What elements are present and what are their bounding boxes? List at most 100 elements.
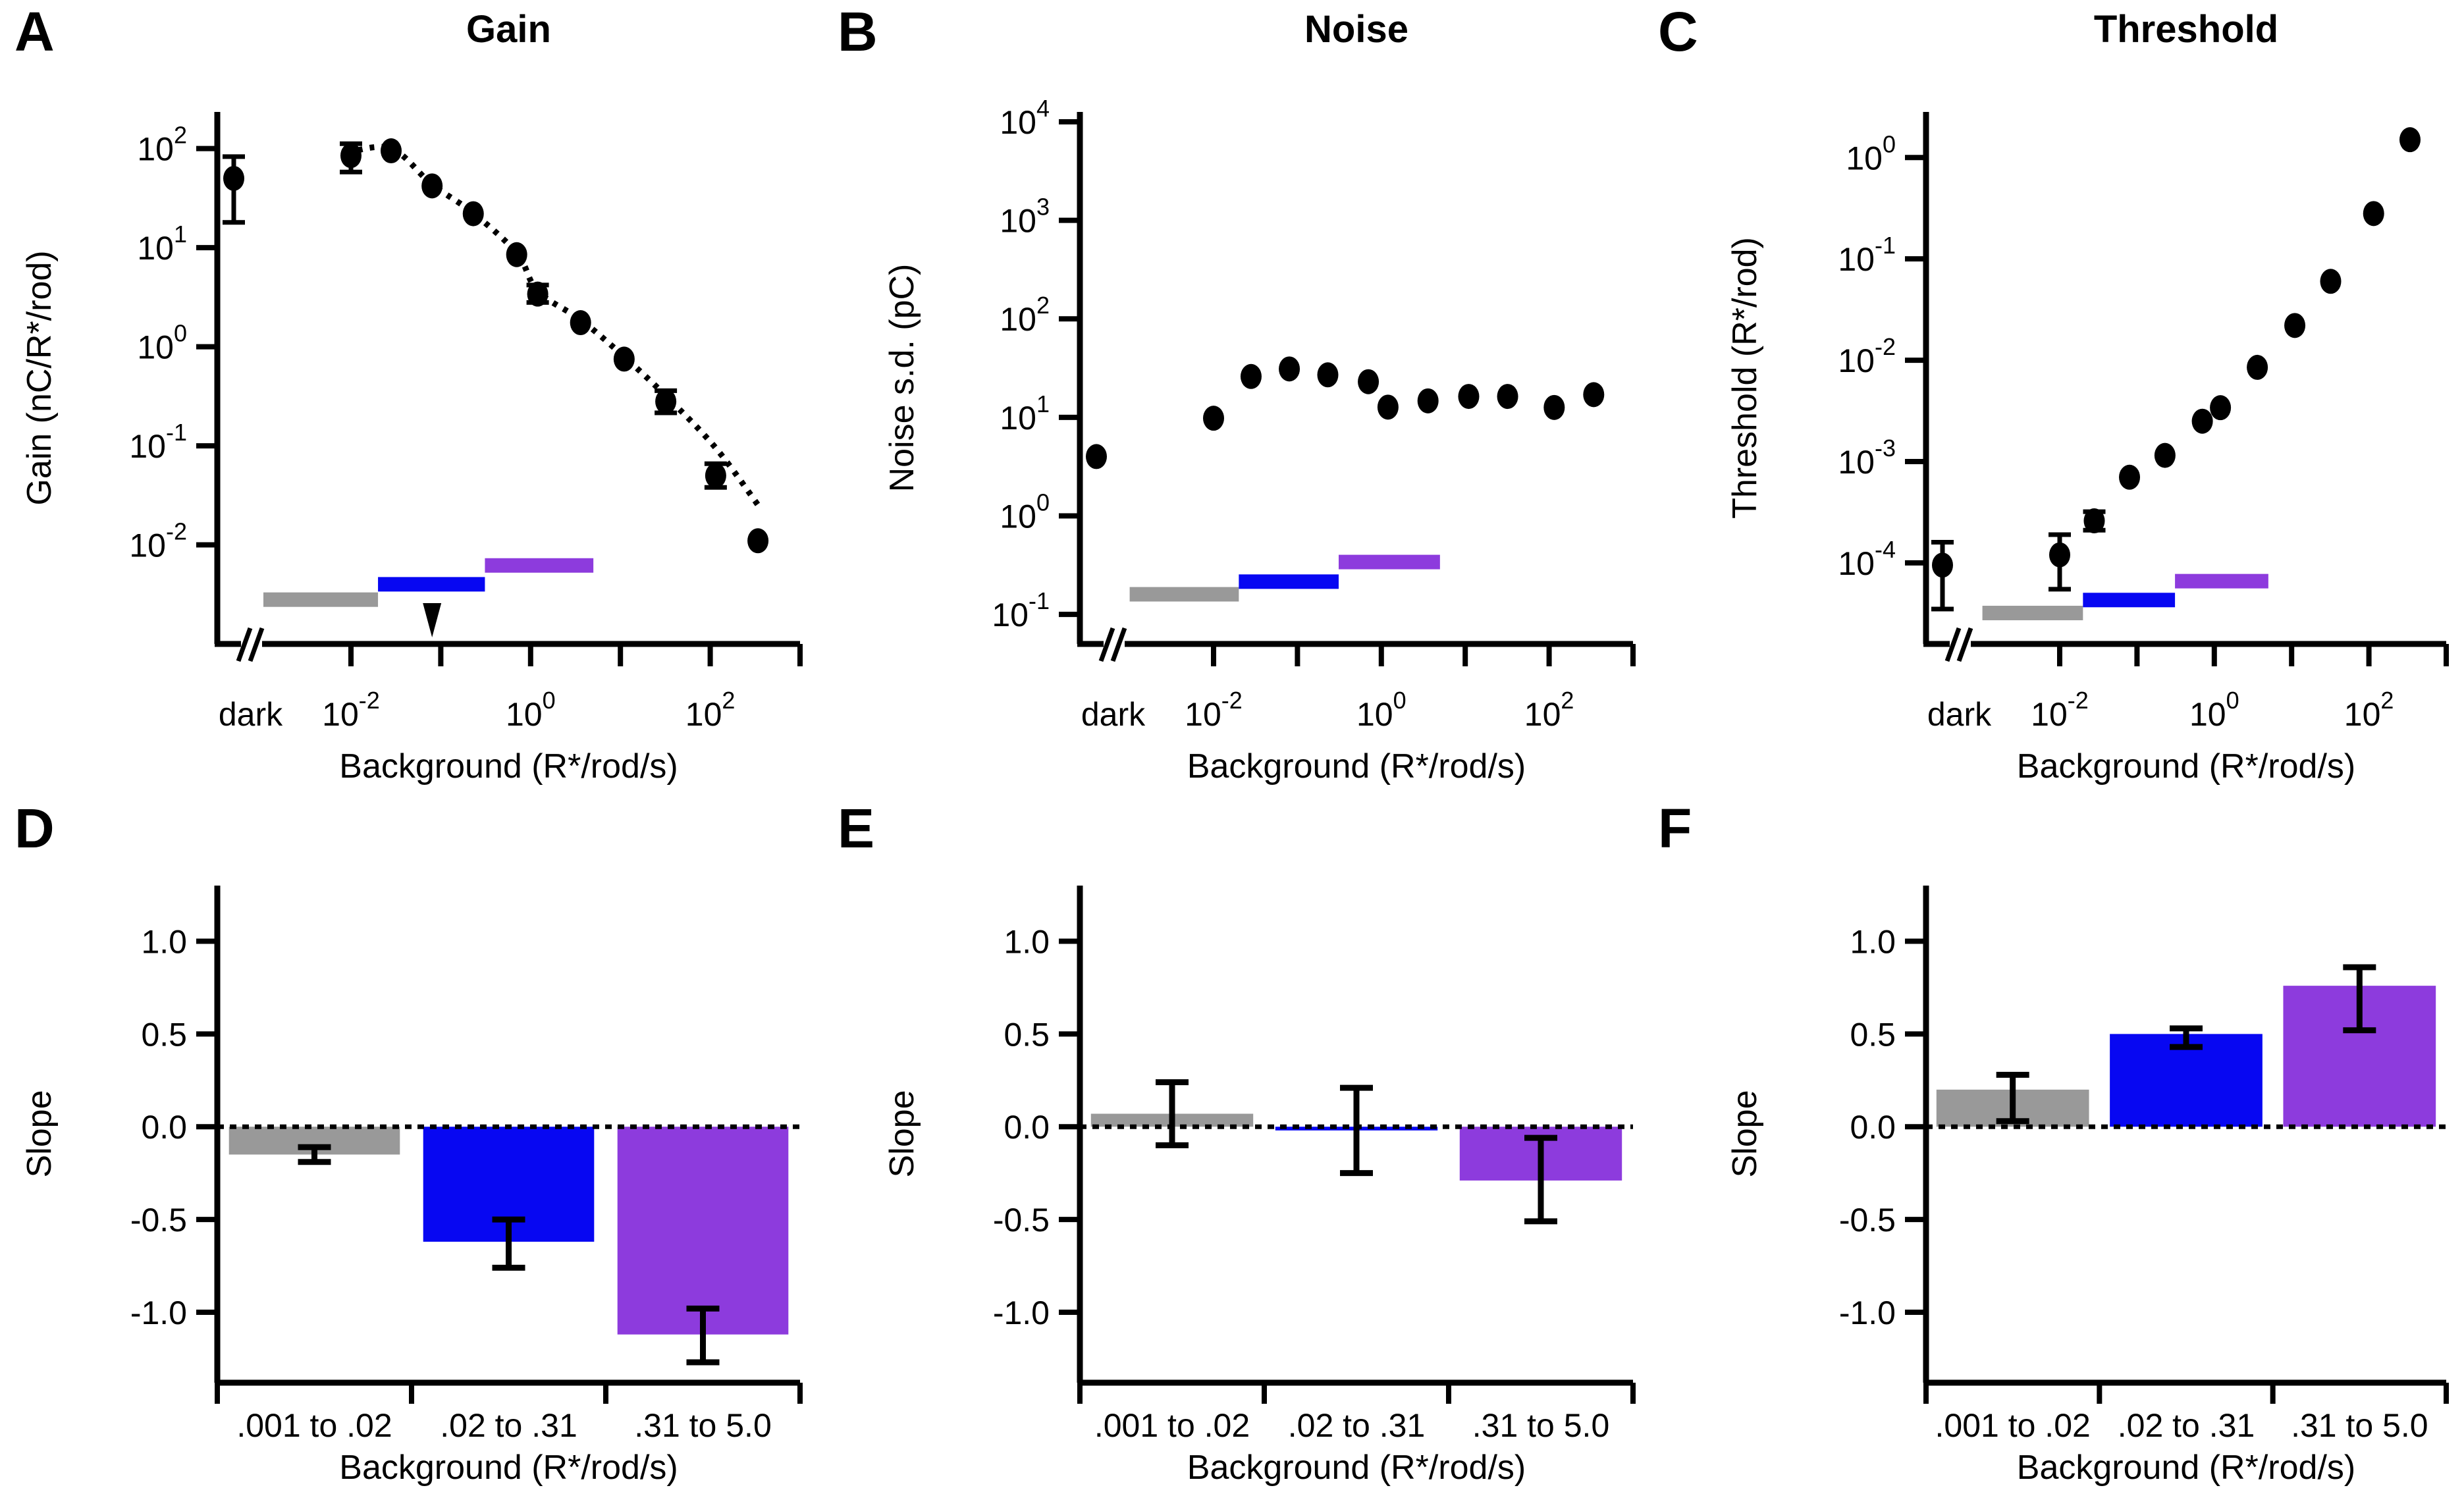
data-point	[1543, 394, 1565, 420]
panel-letter-f: F	[1658, 797, 1692, 859]
data-point	[340, 143, 362, 169]
axis-break-mark	[1098, 627, 1115, 662]
data-point	[705, 463, 726, 489]
y-tick-label: 10-1	[992, 587, 1050, 633]
y-tick-label: 1.0	[1004, 924, 1050, 961]
y-tick-label: 104	[1000, 95, 1050, 141]
axis-break-mark	[1944, 627, 1962, 662]
y-tick-label: 102	[1000, 292, 1050, 338]
axis-break-mark	[248, 627, 265, 662]
dark-tick-label: dark	[1927, 696, 1992, 733]
y-tick-label: -1.0	[130, 1294, 187, 1331]
x-tick-label: 10-2	[2031, 687, 2089, 733]
background-range-bar-gray	[1982, 606, 2083, 621]
data-point	[2083, 508, 2105, 534]
y-tick-label: 101	[137, 221, 187, 267]
data-point	[1458, 384, 1480, 410]
y-tick-label: -0.5	[130, 1202, 187, 1239]
data-point	[2284, 313, 2306, 338]
y-tick-label: -1.0	[993, 1294, 1050, 1331]
y-tick-label: 1.0	[1850, 924, 1896, 961]
y-tick-label: 10-2	[129, 518, 187, 564]
panel-d-plot: 1.0 0.5 0.0 -0.5 -1.0 .001 to .02 .02 to .31 .3…	[130, 886, 803, 1444]
data-point	[2119, 464, 2141, 490]
panel-c-plot: 10-2 100 102 dark 100 10-1 10-2 10-3 10-4	[1838, 112, 2449, 733]
background-range-bar-blue	[2083, 593, 2176, 608]
data-point	[1583, 382, 1605, 408]
data-point	[1358, 369, 1379, 394]
x-tick-label: 10-2	[1185, 687, 1243, 733]
category-tick-label: .31 to 5.0	[1472, 1407, 1610, 1444]
y-tick-label: 10-4	[1838, 536, 1896, 582]
data-point	[2399, 127, 2421, 153]
dark-tick-label: dark	[219, 696, 283, 733]
panel-letter-c: C	[1658, 1, 1698, 63]
y-tick-label: 1.0	[141, 924, 187, 961]
category-tick-label: .02 to .31	[2118, 1407, 2255, 1444]
slope-y-axis-label-f: Slope	[1726, 1090, 1764, 1178]
fit-curve	[346, 144, 763, 510]
gain-title: Gain	[466, 8, 551, 51]
panel-e-plot: 1.0 0.5 0.0 -0.5 -1.0 .001 to .02 .02 to .31 .3…	[993, 886, 1636, 1444]
y-tick-label: 10-2	[1838, 333, 1896, 379]
background-x-axis-label-a: Background (R*/rod/s)	[339, 747, 678, 786]
dark-data-point	[1086, 444, 1107, 469]
y-tick-label: 103	[1000, 194, 1050, 240]
data-point	[1417, 388, 1439, 413]
noise-y-axis-label: Noise s.d. (pC)	[883, 263, 921, 493]
background-x-axis-label-e: Background (R*/rod/s)	[1187, 1449, 1526, 1487]
background-range-bar-blue	[1239, 574, 1339, 589]
y-tick-label: 10-1	[1838, 232, 1896, 278]
y-tick-label: 0.0	[141, 1109, 187, 1146]
y-tick-label: -1.0	[1839, 1294, 1896, 1331]
background-x-axis-label-f: Background (R*/rod/s)	[2016, 1449, 2356, 1487]
x-tick-label: 100	[2189, 687, 2239, 733]
category-tick-label: .001 to .02	[1935, 1407, 2091, 1444]
category-tick-label: .31 to 5.0	[2291, 1407, 2428, 1444]
panel-f-plot: 1.0 0.5 0.0 -0.5 -1.0 .001 to .02 .02 to .31 .3…	[1839, 886, 2449, 1444]
panel-letter-b: B	[838, 1, 878, 63]
panel-b-plot: 10-2 100 102 dark 104 103 102 101 100 10-1	[992, 95, 1636, 733]
data-point	[1377, 394, 1399, 420]
data-point	[527, 281, 549, 307]
y-tick-label: -0.5	[1839, 1202, 1896, 1239]
data-point	[1240, 363, 1262, 389]
data-point	[2363, 201, 2384, 226]
dark-tick-label: dark	[1081, 696, 1146, 733]
gain-y-axis-label: Gain (nC/R*/rod)	[20, 250, 59, 506]
data-point	[2210, 395, 2232, 421]
y-tick-label: 0.0	[1850, 1109, 1896, 1146]
panel-a-plot: 10-2 100 102 dark 102 101 100 10-1 10-2	[129, 112, 803, 733]
data-point	[2191, 408, 2213, 434]
data-point	[2049, 542, 2070, 568]
y-tick-label: -0.5	[993, 1202, 1050, 1239]
axis-break-mark	[1956, 627, 1973, 662]
threshold-title: Threshold	[2093, 8, 2279, 51]
y-tick-label: 100	[1846, 130, 1896, 176]
background-range-bar-purple	[485, 558, 594, 573]
data-point	[1497, 384, 1518, 410]
data-point	[1203, 406, 1224, 431]
slope-y-axis-label-e: Slope	[883, 1090, 921, 1178]
category-tick-label: .02 to .31	[440, 1407, 577, 1444]
data-point	[462, 201, 484, 226]
y-tick-label: 102	[137, 122, 187, 168]
data-point	[2154, 442, 2176, 468]
x-tick-label: 102	[685, 687, 736, 733]
axis-break-mark	[236, 627, 253, 662]
background-range-bar-gray	[263, 592, 379, 607]
y-tick-label: 0.5	[141, 1016, 187, 1053]
background-x-axis-label-b: Background (R*/rod/s)	[1187, 747, 1526, 786]
panel-letter-e: E	[838, 797, 875, 859]
data-point	[380, 138, 402, 164]
data-point	[1279, 356, 1300, 382]
category-tick-label: .31 to 5.0	[634, 1407, 772, 1444]
x-tick-label: 102	[2344, 687, 2394, 733]
x-tick-label: 10-2	[322, 687, 380, 733]
background-range-bar-purple	[1338, 554, 1440, 570]
slope-y-axis-label-d: Slope	[20, 1090, 59, 1178]
background-x-axis-label-d: Background (R*/rod/s)	[339, 1449, 678, 1487]
dark-data-point	[223, 165, 244, 191]
